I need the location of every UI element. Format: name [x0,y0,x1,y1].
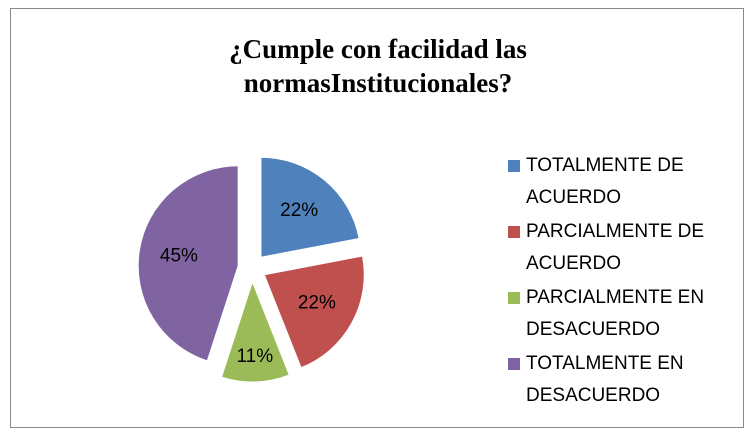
chart-title: ¿Cumple con facilidad las normasInstituc… [229,34,527,98]
legend-swatch [508,292,520,304]
legend-swatch [508,358,520,370]
legend-label: TOTALMENTE EN DESACUERDO [526,353,684,406]
legend-item: TOTALMENTE DE ACUERDO [508,150,738,214]
data-label: 45% [160,245,198,266]
legend-label: PARCIALMENTE EN DESACUERDO [526,287,705,340]
pie-slice [260,156,360,258]
data-label: 11% [236,346,273,367]
legend-item: PARCIALMENTE DE ACUERDO [508,216,738,280]
pie-slice [137,165,239,362]
pie-slice [220,280,290,383]
data-label: 22% [298,293,336,314]
legend-label: PARCIALMENTE DE ACUERDO [526,221,705,274]
pie-slice [263,255,365,369]
data-label: 22% [280,200,318,221]
legend-label: TOTALMENTE DE ACUERDO [526,155,684,208]
legend-item: TOTALMENTE EN DESACUERDO [508,348,738,412]
legend-swatch [508,160,520,172]
legend-swatch [508,226,520,238]
legend-item: PARCIALMENTE EN DESACUERDO [508,282,738,346]
